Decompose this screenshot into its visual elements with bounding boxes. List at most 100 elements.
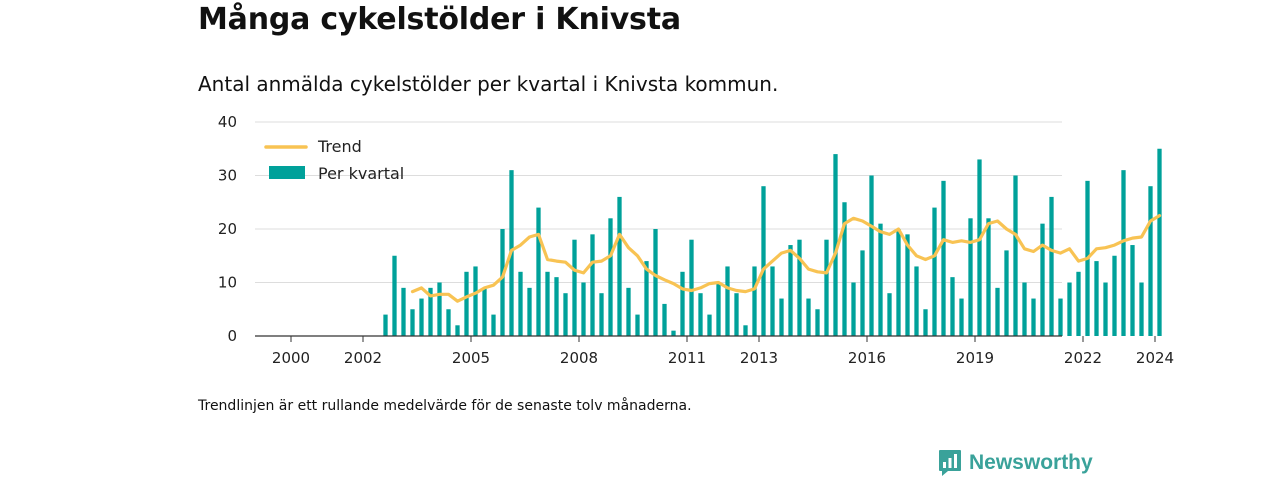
bar (491, 314, 496, 336)
bar (734, 293, 739, 336)
bar (770, 266, 775, 336)
bar (968, 218, 973, 336)
bar (572, 239, 577, 336)
trend-line (410, 214, 1162, 303)
bar (1031, 298, 1036, 336)
brand-logo[interactable]: Newsworthy (938, 449, 1093, 477)
bar (554, 277, 559, 336)
bar (743, 325, 748, 336)
bar (464, 271, 469, 336)
bar (635, 314, 640, 336)
bar (1040, 223, 1045, 336)
bar (815, 309, 820, 336)
x-tick-label-2002: 2002 (344, 349, 382, 367)
bar (779, 298, 784, 336)
x-tick-label-2000: 2000 (272, 349, 310, 367)
bar (1022, 282, 1027, 336)
bar (689, 239, 694, 336)
x-tick-label-2016: 2016 (848, 349, 886, 367)
bar (860, 250, 865, 336)
bar (383, 314, 388, 336)
bar (482, 287, 487, 336)
bar (680, 271, 685, 336)
bar (545, 271, 550, 336)
bar (518, 271, 523, 336)
chart-subtitle: Antal anmälda cykelstölder per kvartal i… (198, 72, 779, 96)
bar (1148, 186, 1153, 336)
bar (887, 293, 892, 336)
bar (896, 229, 901, 336)
bar (761, 186, 766, 336)
bar (1139, 282, 1144, 336)
brand-name: Newsworthy (969, 451, 1093, 474)
bar (1130, 245, 1135, 336)
newsworthy-logo-icon (939, 450, 961, 476)
bar (536, 207, 541, 336)
x-tick-label-2019: 2019 (956, 349, 994, 367)
bar (797, 239, 802, 336)
bar (644, 261, 649, 336)
bar (869, 175, 874, 336)
bar (842, 202, 847, 336)
bar-series-per-kvartal (383, 148, 1162, 336)
bar (788, 245, 793, 336)
bar (752, 266, 757, 336)
bar (527, 287, 532, 336)
bar (599, 293, 604, 336)
bar (1112, 255, 1117, 336)
axes: 0 10 20 30 40 2000 2002 2005 2008 2011 2013 2016 201… (218, 113, 1174, 367)
bar (716, 282, 721, 336)
bar (653, 229, 658, 336)
x-tick-label-2013: 2013 (740, 349, 778, 367)
bar (986, 218, 991, 336)
bar (725, 266, 730, 336)
bar (1121, 170, 1126, 336)
bar (698, 293, 703, 336)
bar (959, 298, 964, 336)
bar (1049, 196, 1054, 336)
bar (707, 314, 712, 336)
bar (1076, 271, 1081, 336)
footnote: Trendlinjen är ett rullande medelvärde f… (198, 398, 692, 414)
bar (626, 287, 631, 336)
legend-trend-label: Trend (317, 137, 362, 156)
chart-title: Många cykelstölder i Knivsta (198, 2, 681, 37)
bar (977, 159, 982, 336)
bar (446, 309, 451, 336)
x-tick-label-2008: 2008 (560, 349, 598, 367)
y-tick-label-10: 10 (218, 274, 237, 292)
bar (500, 229, 505, 336)
y-tick-label-30: 30 (218, 167, 237, 185)
bar (392, 255, 397, 336)
legend-bar-label: Per kvartal (318, 164, 404, 183)
x-tick-label-2022: 2022 (1064, 349, 1102, 367)
gridlines (255, 121, 1062, 283)
bar (428, 287, 433, 336)
bar (590, 234, 595, 336)
bar (932, 207, 937, 336)
y-tick-label-40: 40 (218, 113, 237, 131)
bar (455, 325, 460, 336)
bar (1103, 282, 1108, 336)
bar (662, 303, 667, 336)
bar (833, 154, 838, 336)
bar (1058, 298, 1063, 336)
y-tick-label-20: 20 (218, 220, 237, 238)
bar (581, 282, 586, 336)
bar (995, 287, 1000, 336)
x-tick-label-2024: 2024 (1136, 349, 1174, 367)
x-tick-label-2011: 2011 (668, 349, 706, 367)
bar (401, 287, 406, 336)
bar (905, 234, 910, 336)
bar (1067, 282, 1072, 336)
bar (419, 298, 424, 336)
bar (923, 309, 928, 336)
bar (806, 298, 811, 336)
chart-area: 0 10 20 30 40 2000 2002 2005 2008 2011 2013 2016 201… (218, 113, 1174, 367)
bar (941, 180, 946, 336)
bar (671, 330, 676, 336)
bar (950, 277, 955, 336)
bar (617, 196, 622, 336)
bar (878, 223, 883, 336)
bar (1157, 148, 1162, 336)
